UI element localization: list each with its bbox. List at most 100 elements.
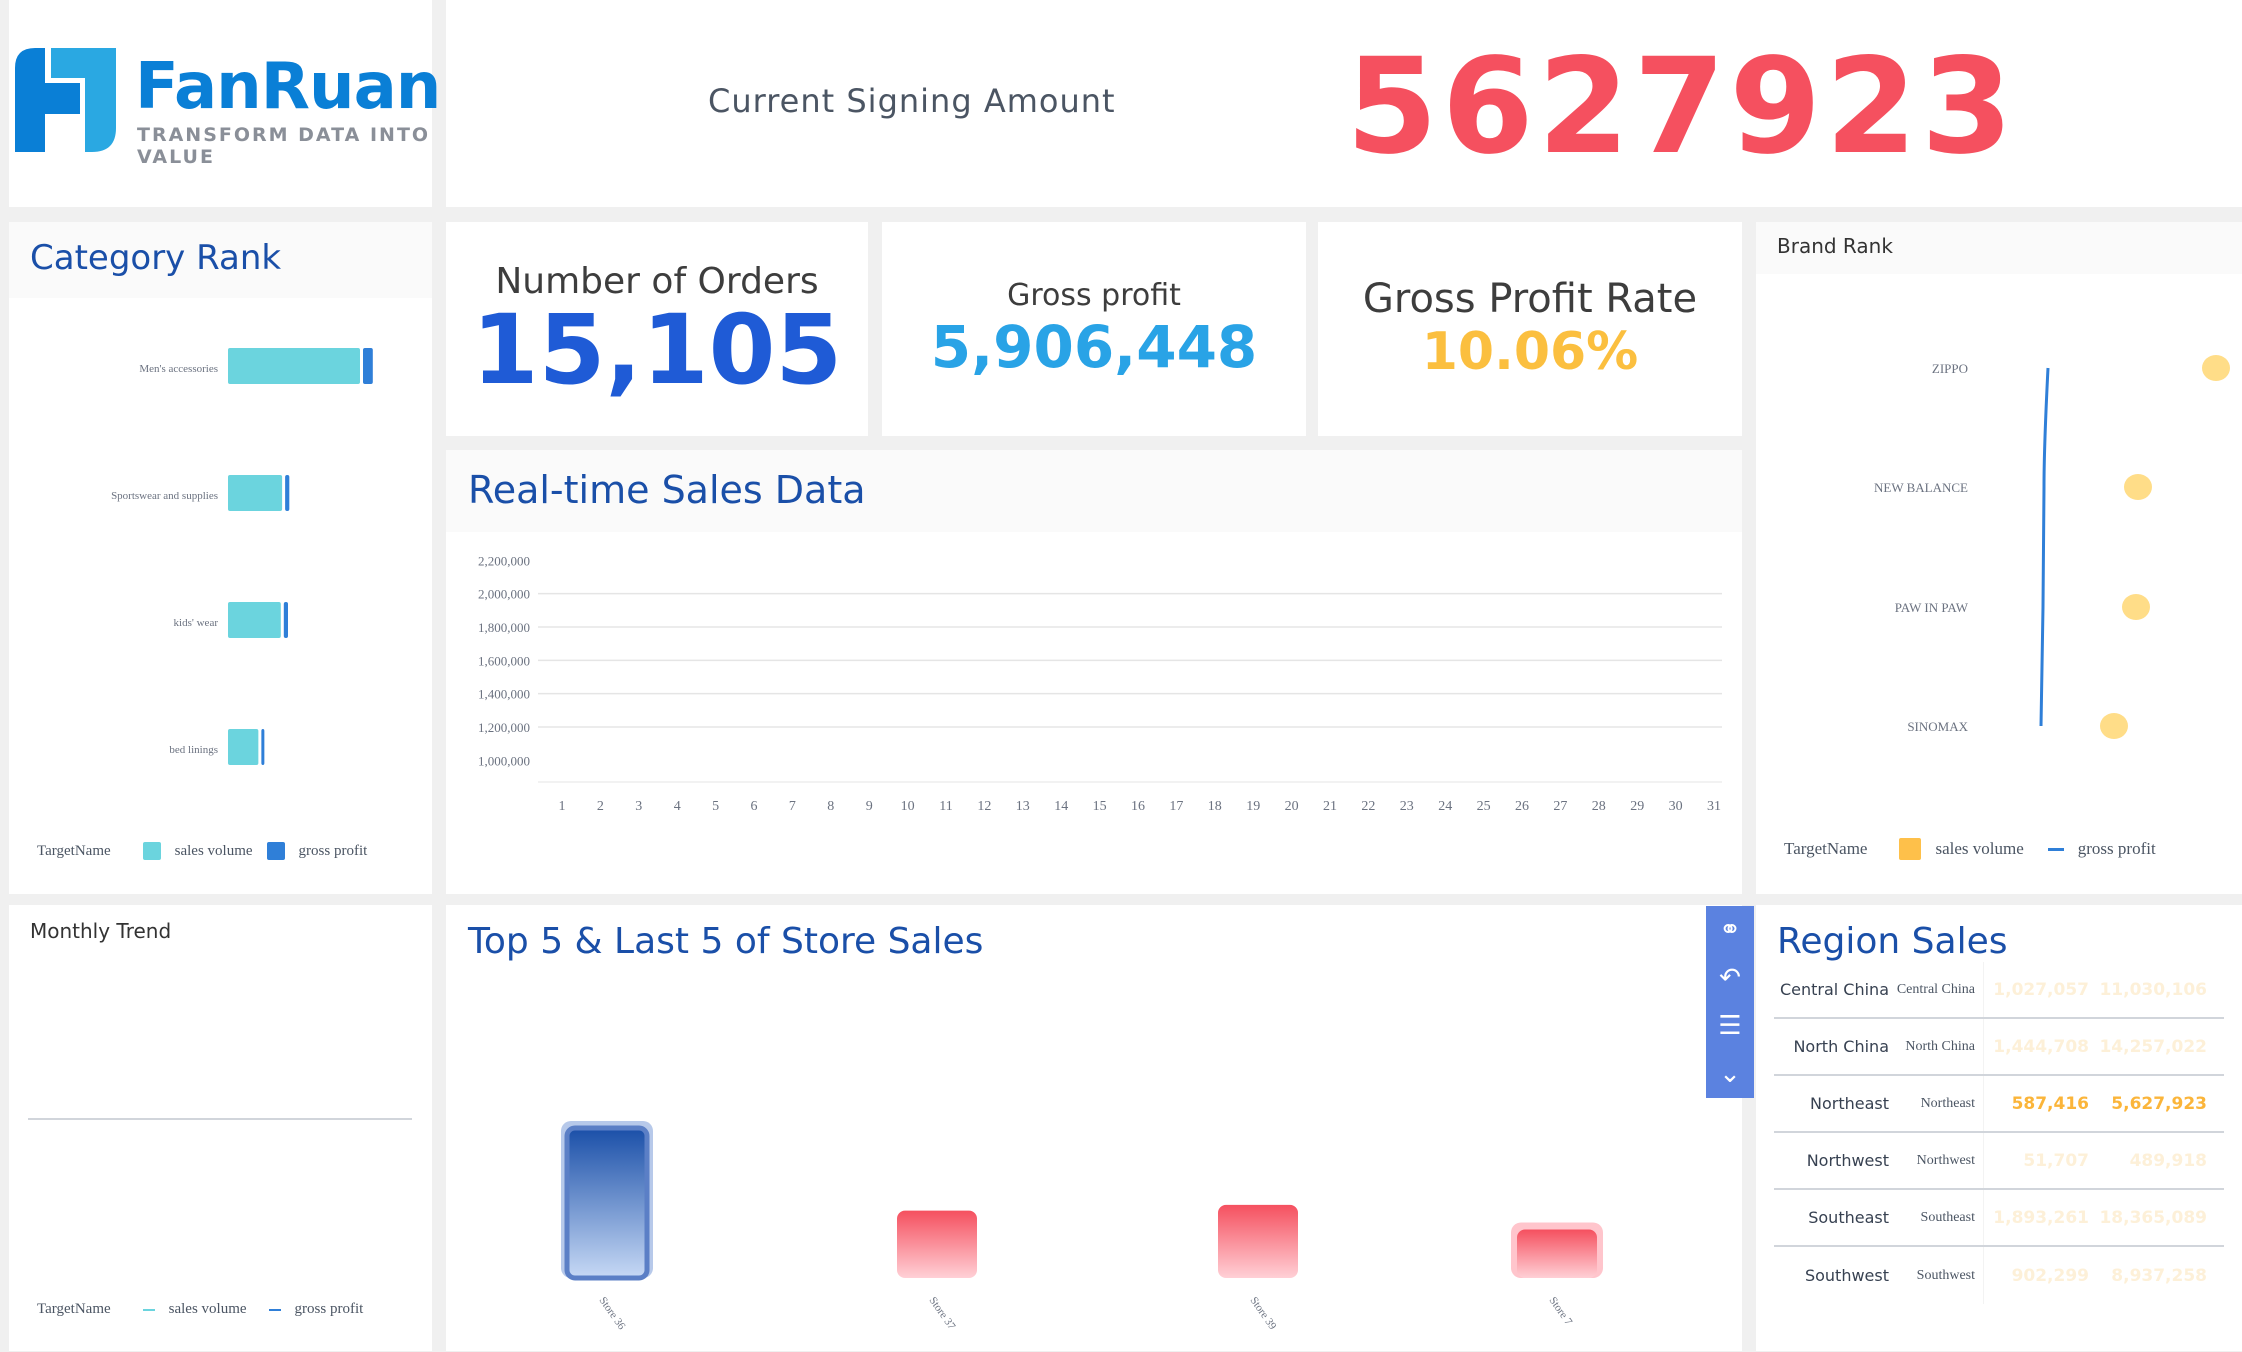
store-label: Store 37	[927, 1295, 958, 1333]
legend-sales[interactable]: sales volume	[1935, 839, 2024, 858]
legend-target: TargetName	[1784, 839, 1868, 858]
region-label: Southeast	[1889, 1190, 1984, 1245]
region-amount: 5,627,923	[2111, 1093, 2207, 1114]
kpi-profit-label: Gross profit	[1007, 277, 1181, 313]
region-amount: 489,918	[2129, 1150, 2207, 1171]
region-name: Southwest	[1804, 1266, 1889, 1285]
kpi-gross-profit: Gross profit 5,906,448	[882, 222, 1306, 436]
region-label: Northeast	[1889, 1076, 1984, 1131]
region-name: Northwest	[1806, 1151, 1889, 1170]
region-sales-volume: 1,027,057	[1993, 979, 2089, 1000]
store-bar	[564, 1125, 650, 1281]
x-tick-label: 4	[674, 799, 681, 814]
region-amount: 8,937,258	[2111, 1265, 2207, 1286]
logo-brand: FanRuan	[135, 50, 441, 124]
y-tick-label: 2,000,000	[478, 587, 530, 602]
x-tick-label: 30	[1669, 799, 1683, 814]
legend-sales-line	[142, 1308, 155, 1311]
legend-sales-swatch	[1899, 838, 1922, 860]
comment-icon[interactable]: ☰	[1718, 1011, 1742, 1041]
fanruan-logo-icon	[15, 48, 116, 152]
category-label: kids' wear	[174, 617, 219, 629]
gross-profit-bar	[363, 348, 373, 384]
region-name: North China	[1793, 1037, 1889, 1056]
brand-legend: TargetName sales volume gross profit	[1784, 838, 2156, 860]
sales-volume-bar	[228, 602, 281, 638]
region-name: Central China	[1779, 980, 1889, 999]
legend-target: TargetName	[37, 842, 111, 859]
x-tick-label: 15	[1093, 799, 1107, 814]
region-row[interactable]: Northeast Northeast 587,416 5,627,923	[1774, 1076, 2224, 1133]
sales-volume-bar	[228, 348, 360, 384]
widget-toolbar: ⚭ ↶ ☰ ⌄	[1706, 906, 1754, 1098]
y-tick-label: 1,600,000	[478, 653, 530, 668]
store-sales-title: Top 5 & Last 5 of Store Sales	[468, 921, 984, 962]
x-tick-label: 16	[1131, 799, 1145, 814]
x-tick-label: 27	[1553, 799, 1567, 814]
kpi-rate-label: Gross Profit Rate	[1362, 276, 1698, 322]
brand-rank-chart: ZIPPO NEW BALANCE PAW IN PAW SINOMAX	[1874, 355, 2230, 739]
brand-label: ZIPPO	[1932, 361, 1968, 376]
collapse-icon[interactable]: ⌄	[1719, 1059, 1741, 1089]
x-tick-label: 5	[712, 799, 719, 814]
sales-volume-dot	[2100, 713, 2128, 739]
x-tick-label: 20	[1285, 799, 1299, 814]
region-table: Central China Central China 1,027,057 11,03…	[1774, 962, 2224, 1304]
signing-value: 5627923	[1346, 30, 2017, 184]
region-amount: 11,030,106	[2099, 979, 2207, 1000]
x-tick-label: 11	[939, 799, 952, 814]
x-tick-label: 12	[977, 799, 991, 814]
region-sales-volume: 902,299	[2011, 1265, 2089, 1286]
legend-sales[interactable]: sales volume	[168, 1301, 247, 1317]
region-row[interactable]: Northwest Northwest 51,707 489,918	[1774, 1133, 2224, 1190]
region-row[interactable]: Southeast Southeast 1,893,261 18,365,089	[1774, 1190, 2224, 1247]
region-name: Northeast	[1809, 1094, 1889, 1113]
x-tick-label: 9	[866, 799, 873, 814]
legend-profit[interactable]: gross profit	[294, 1301, 364, 1317]
brand-label: NEW BALANCE	[1874, 480, 1968, 495]
brand-rank-panel: Brand Rank ZIPPO NEW BALANCE PAW IN PAW SIN…	[1756, 222, 2242, 894]
legend-profit[interactable]: gross profit	[2077, 839, 2156, 858]
signing-panel: Current Signing Amount 5627923	[446, 0, 2242, 207]
x-tick-label: 17	[1169, 799, 1183, 814]
legend-sales[interactable]: sales volume	[174, 842, 253, 859]
sales-volume-dot	[2202, 355, 2230, 381]
link-icon[interactable]: ⚭	[1719, 915, 1741, 945]
x-tick-label: 28	[1592, 799, 1606, 814]
x-tick-label: 13	[1016, 799, 1030, 814]
x-tick-label: 25	[1477, 799, 1491, 814]
legend-target: TargetName	[37, 1301, 111, 1317]
brand-rank-title: Brand Rank	[1777, 234, 1893, 258]
legend-profit-line	[2047, 847, 2064, 851]
x-tick-label: 8	[827, 799, 834, 814]
region-label: Southwest	[1889, 1247, 1984, 1304]
region-row[interactable]: Central China Central China 1,027,057 11,03…	[1774, 962, 2224, 1019]
undo-icon[interactable]: ↶	[1719, 963, 1741, 993]
monthly-trend-panel: Monthly Trend TargetName sales volume gr…	[9, 905, 432, 1351]
x-tick-label: 26	[1515, 799, 1529, 814]
monthly-legend: TargetName sales volume gross profit	[37, 1301, 363, 1318]
brand-label: SINOMAX	[1907, 719, 1968, 734]
gross-profit-line	[2039, 367, 2050, 727]
region-label: Central China	[1889, 962, 1984, 1017]
x-tick-label: 14	[1054, 799, 1068, 814]
sales-volume-dot	[2124, 474, 2152, 500]
legend-profit[interactable]: gross profit	[298, 842, 368, 859]
brand-label: PAW IN PAW	[1895, 600, 1969, 615]
store-bar	[1517, 1229, 1597, 1278]
y-tick-label: 1,400,000	[478, 687, 530, 702]
sales-volume-dot	[2122, 594, 2150, 620]
region-row[interactable]: North China North China 1,444,708 14,257,02…	[1774, 1019, 2224, 1076]
category-legend: TargetName sales volume gross profit	[37, 842, 367, 860]
x-tick-label: 31	[1707, 799, 1721, 814]
region-row[interactable]: Southwest Southwest 902,299 8,937,258	[1774, 1247, 2224, 1304]
x-tick-label: 2	[597, 799, 604, 814]
region-label: Northwest	[1889, 1133, 1984, 1188]
x-tick-label: 24	[1438, 799, 1452, 814]
kpi-profit-value: 5,906,448	[930, 312, 1258, 381]
category-label: Men's accessories	[139, 363, 218, 375]
x-tick-label: 3	[635, 799, 642, 814]
region-sales-volume: 51,707	[2023, 1150, 2089, 1171]
legend-profit-swatch	[266, 842, 285, 860]
legend-profit-line	[268, 1308, 281, 1311]
